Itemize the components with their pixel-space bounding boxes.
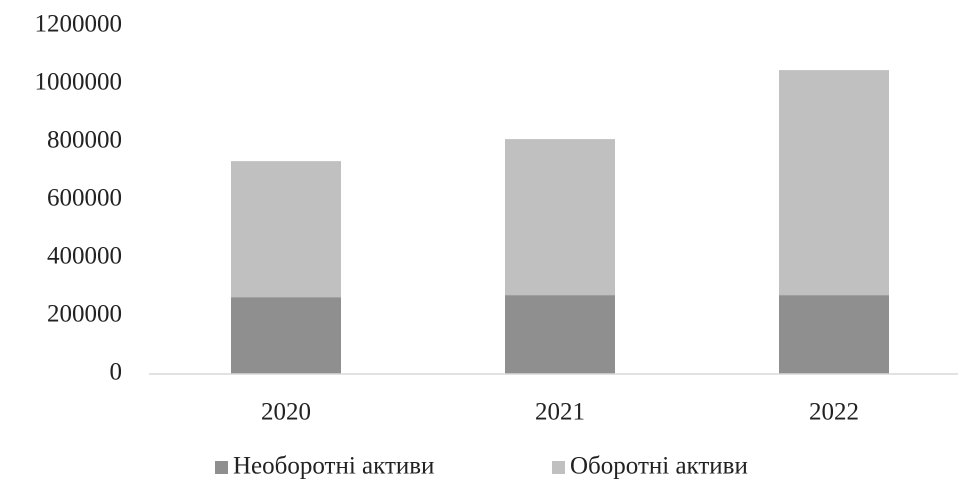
bar-segment — [505, 295, 615, 374]
legend-label: Оборотні активи — [570, 453, 748, 480]
legend-swatch — [215, 461, 228, 474]
y-tick-label: 800000 — [47, 127, 122, 154]
legend-swatch — [552, 461, 565, 474]
y-tick-label: 1000000 — [35, 69, 123, 96]
y-tick-label: 1200000 — [35, 11, 123, 38]
bar-segment — [779, 70, 889, 296]
bar-segment — [779, 295, 889, 374]
y-tick-label: 200000 — [47, 301, 122, 328]
x-tick-label: 2022 — [809, 399, 859, 426]
y-tick-label: 600000 — [47, 185, 122, 212]
x-tick-label: 2020 — [261, 399, 311, 426]
x-tick-label: 2021 — [535, 399, 585, 426]
bar-segment — [231, 161, 341, 298]
y-tick-label: 0 — [110, 359, 123, 386]
bar-segment — [505, 139, 615, 296]
bar-segment — [231, 297, 341, 374]
legend-label: Необоротні активи — [233, 453, 434, 480]
y-tick-label: 400000 — [47, 243, 122, 270]
